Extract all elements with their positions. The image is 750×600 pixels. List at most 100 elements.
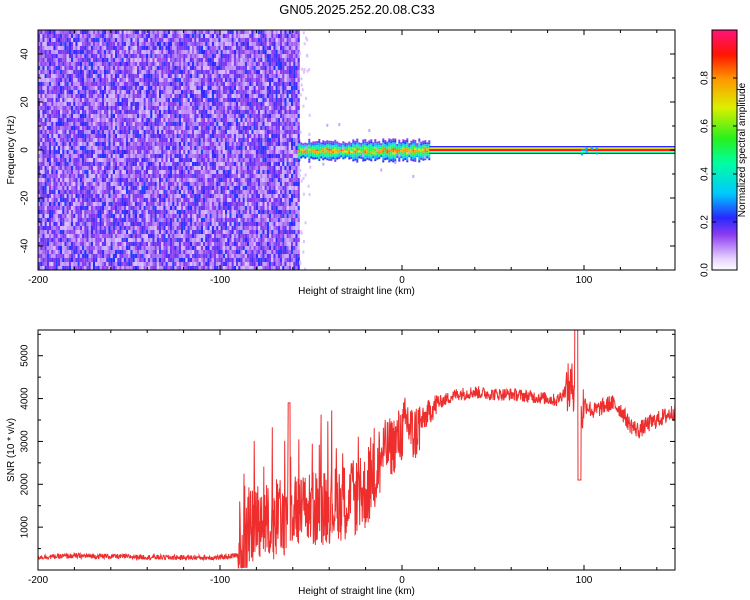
heatmap-cell: [123, 242, 126, 246]
heatmap-cell: [104, 198, 107, 202]
heatmap-cell: [181, 266, 184, 270]
heatmap-cell: [170, 102, 173, 106]
heatmap-cell: [152, 46, 155, 50]
heatmap-cell: [139, 198, 142, 202]
heatmap-cell: [121, 238, 124, 242]
heatmap-cell: [198, 206, 201, 210]
heatmap-cell: [115, 102, 118, 106]
heatmap-cell: [104, 94, 107, 98]
heatmap-cell: [218, 146, 221, 150]
heatmap-cell: [115, 206, 118, 210]
heatmap-cell: [174, 42, 177, 46]
heatmap-cell: [172, 258, 175, 262]
heatmap-cell: [49, 262, 52, 266]
heatmap-cell: [51, 154, 54, 158]
heatmap-cell: [211, 242, 214, 246]
heatmap-cell: [205, 54, 208, 58]
heatmap-cell: [205, 242, 208, 246]
heatmap-cell: [42, 138, 45, 142]
heatmap-cell: [119, 226, 122, 230]
heatmap-cell: [49, 122, 52, 126]
heatmap-cell: [60, 46, 63, 50]
heatmap-cell: [49, 266, 52, 270]
heatmap-cell: [161, 106, 164, 110]
heatmap-cell: [51, 98, 54, 102]
heatmap-cell: [95, 198, 98, 202]
heatmap-cell: [167, 150, 170, 154]
heatmap-cell: [84, 58, 87, 62]
heatmap-cell: [128, 158, 131, 162]
heatmap-cell: [95, 86, 98, 90]
heatmap-cell: [38, 118, 41, 122]
heatmap-cell: [51, 178, 54, 182]
heatmap-cell: [185, 178, 188, 182]
heatmap-cell: [159, 238, 162, 242]
heatmap-cell: [84, 78, 87, 82]
heatmap-cell: [172, 162, 175, 166]
heatmap-cell: [154, 178, 157, 182]
heatmap-cell: [79, 94, 82, 98]
heatmap-cell: [185, 106, 188, 110]
heatmap-cell: [40, 38, 43, 42]
heatmap-cell: [198, 258, 201, 262]
heatmap-cell: [130, 46, 133, 50]
heatmap-cell: [128, 170, 131, 174]
heatmap-cell: [150, 34, 153, 38]
heatmap-cell: [185, 258, 188, 262]
heatmap-cell: [178, 130, 181, 134]
heatmap-cell: [154, 250, 157, 254]
heatmap-cell: [143, 158, 146, 162]
heatmap-cell: [79, 42, 82, 46]
heatmap-cell: [38, 206, 41, 210]
heatmap-cell: [178, 202, 181, 206]
heatmap-cell: [203, 266, 206, 270]
heatmap-cell: [82, 58, 85, 62]
heatmap-cell: [170, 122, 173, 126]
heatmap-cell: [134, 242, 137, 246]
heatmap-cell: [185, 142, 188, 146]
heatmap-cell: [128, 102, 131, 106]
heatmap-cell: [84, 186, 87, 190]
heatmap-cell: [156, 106, 159, 110]
heatmap-cell: [99, 234, 102, 238]
heatmap-cell: [205, 226, 208, 230]
heatmap-cell: [42, 150, 45, 154]
heatmap-cell: [55, 194, 58, 198]
heatmap-cell: [66, 110, 69, 114]
heatmap-cell: [95, 230, 98, 234]
heatmap-cell: [62, 38, 65, 42]
heatmap-cell: [117, 190, 120, 194]
heatmap-cell: [115, 246, 118, 250]
heatmap-cell: [82, 134, 85, 138]
heatmap-cell: [51, 78, 54, 82]
heatmap-cell: [137, 118, 140, 122]
heatmap-cell: [141, 226, 144, 230]
heatmap-cell: [165, 154, 168, 158]
heatmap-cell: [211, 194, 214, 198]
heatmap-cell: [170, 202, 173, 206]
heatmap-cell: [106, 262, 109, 266]
heatmap-cell: [46, 78, 49, 82]
heatmap-cell: [121, 246, 124, 250]
heatmap-cell: [145, 182, 148, 186]
heatmap-cell: [139, 102, 142, 106]
heatmap-cell: [139, 230, 142, 234]
heatmap-cell: [192, 230, 195, 234]
heatmap-cell: [112, 102, 115, 106]
heatmap-cell: [134, 266, 137, 270]
heatmap-cell: [128, 266, 131, 270]
heatmap-cell: [79, 30, 82, 34]
heatmap-cell: [211, 130, 214, 134]
heatmap-cell: [161, 150, 164, 154]
heatmap-cell: [150, 102, 153, 106]
heatmap-cell: [165, 158, 168, 162]
heatmap-cell: [176, 98, 179, 102]
heatmap-cell: [40, 202, 43, 206]
heatmap-cell: [189, 74, 192, 78]
heatmap-cell: [154, 238, 157, 242]
heatmap-cell: [198, 90, 201, 94]
heatmap-cell: [110, 262, 113, 266]
heatmap-cell: [207, 222, 210, 226]
heatmap-cell: [176, 250, 179, 254]
heatmap-cell: [174, 38, 177, 42]
